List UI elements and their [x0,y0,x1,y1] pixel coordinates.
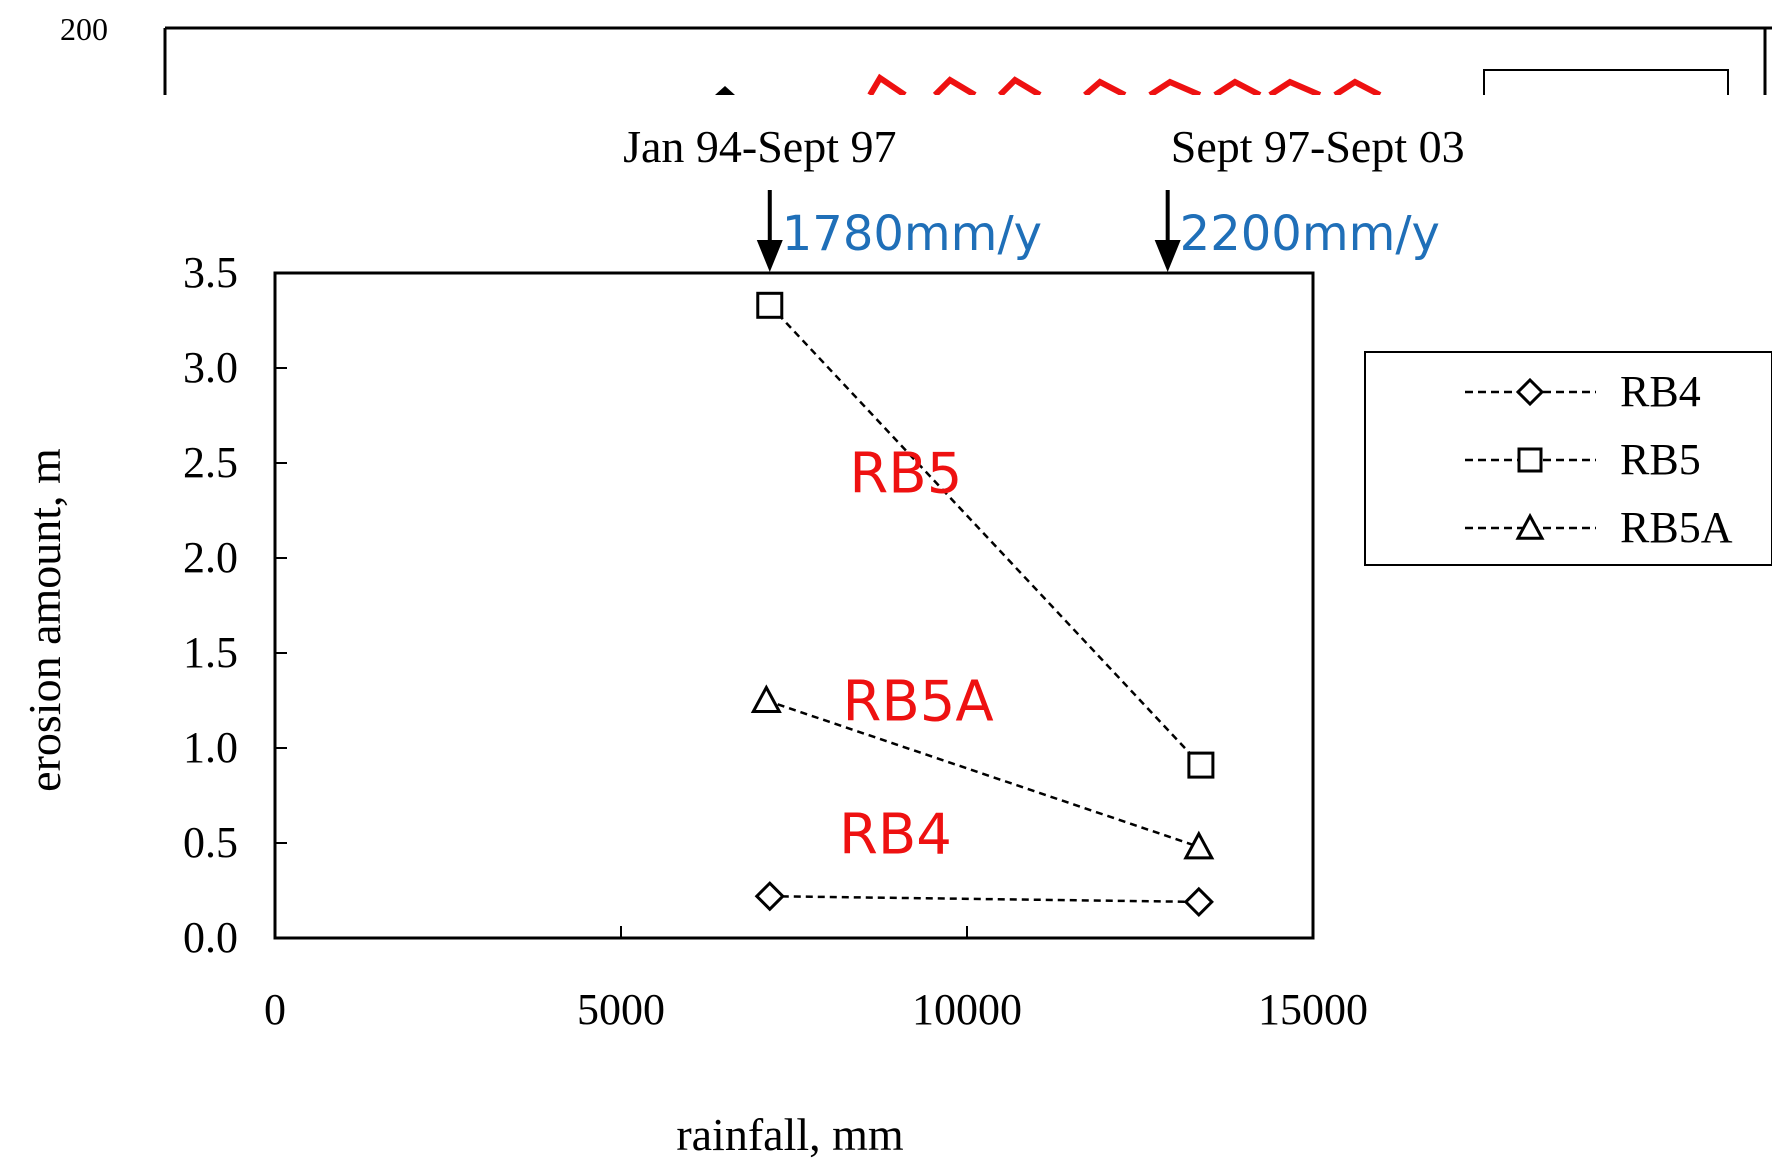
series-line-rb5 [768,304,1202,766]
x-axis-label: rainfall, mm [676,1109,904,1160]
data-point-rb5 [1187,751,1215,779]
x-tick-label: 5000 [577,985,665,1034]
series-annotation-label: RB4 [839,803,952,868]
period-label: Jan 94-Sept 97 [623,121,896,172]
legend-marker-rb5a [1515,512,1545,540]
y-tick-label: 3.0 [183,343,238,392]
series-annotation-label: RB5 [849,442,962,507]
rainfall-rate-label: 1780mm/y [782,206,1042,262]
legend-label-rb4: RB4 [1620,367,1701,416]
background-top-tick: 200 [60,11,108,47]
y-tick-label: 0.5 [183,818,238,867]
legend-box [1364,351,1772,566]
period-label: Sept 97-Sept 03 [1171,121,1465,172]
y-tick-label: 1.0 [183,723,238,772]
rainfall-rate-label: 2200mm/y [1180,206,1440,262]
x-tick-label: 0 [264,985,286,1034]
plot-frame-group [273,271,1315,940]
x-axis-ticks: 0 5000 10000 15000 [264,926,1368,1034]
annotation-layer: Jan 94-Sept 97 1780mm/y Sept 97-Sept 03 220… [623,121,1465,868]
data-point-rb5a [750,684,782,714]
data-point-rb5a [1183,830,1215,860]
series-annotation-label: RB5A [842,670,993,735]
background-black-fragment [715,86,735,95]
y-axis-label: erosion amount, m [19,448,70,792]
legend-label-rb5: RB5 [1620,435,1701,484]
plot-frame [273,271,1315,940]
y-tick-label: 1.5 [183,628,238,677]
data-point-rb4 [1183,886,1214,918]
series-layer [750,291,1215,918]
y-tick-label: 3.5 [183,248,238,297]
y-tick-label: 0.0 [183,913,238,962]
background-red-fragment [867,73,1382,98]
background-figure: 200 [60,11,1772,101]
x-tick-label: 10000 [912,985,1022,1034]
y-tick-label: 2.0 [183,533,238,582]
legend-label-rb5a: RB5A [1620,503,1733,552]
legend: RB4 RB5 RB5A [1364,351,1772,566]
y-axis-ticks: 0.0 0.5 1.0 1.5 2.0 2.5 3.0 3.5 [183,248,287,962]
period-arrow-head [756,240,783,272]
legend-marker-rb5 [1517,447,1543,473]
y-tick-label: 2.5 [183,438,238,487]
period-arrow-head [1154,240,1181,272]
x-tick-label: 15000 [1258,985,1368,1034]
series-line-rb5a [765,699,1200,848]
data-point-rb5 [756,291,784,319]
data-point-rb4 [754,881,785,912]
legend-marker-rb4 [1515,377,1545,407]
